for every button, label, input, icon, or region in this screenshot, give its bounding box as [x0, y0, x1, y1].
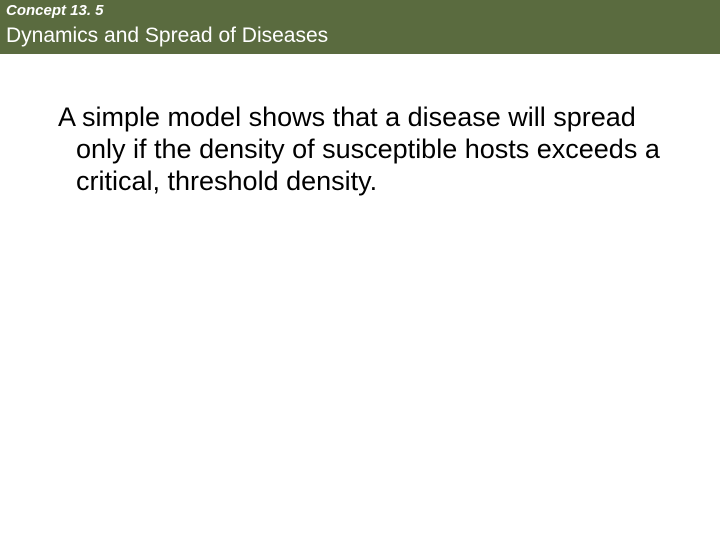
slide-header: Concept 13. 5 Dynamics and Spread of Dis… [0, 0, 720, 54]
slide-title: Dynamics and Spread of Diseases [6, 24, 328, 47]
slide-body: A simple model shows that a disease will… [0, 54, 720, 198]
concept-label: Concept 13. 5 [6, 2, 104, 19]
body-paragraph: A simple model shows that a disease will… [58, 102, 662, 198]
title-bar: Dynamics and Spread of Diseases [0, 22, 720, 54]
concept-bar: Concept 13. 5 [0, 0, 720, 22]
